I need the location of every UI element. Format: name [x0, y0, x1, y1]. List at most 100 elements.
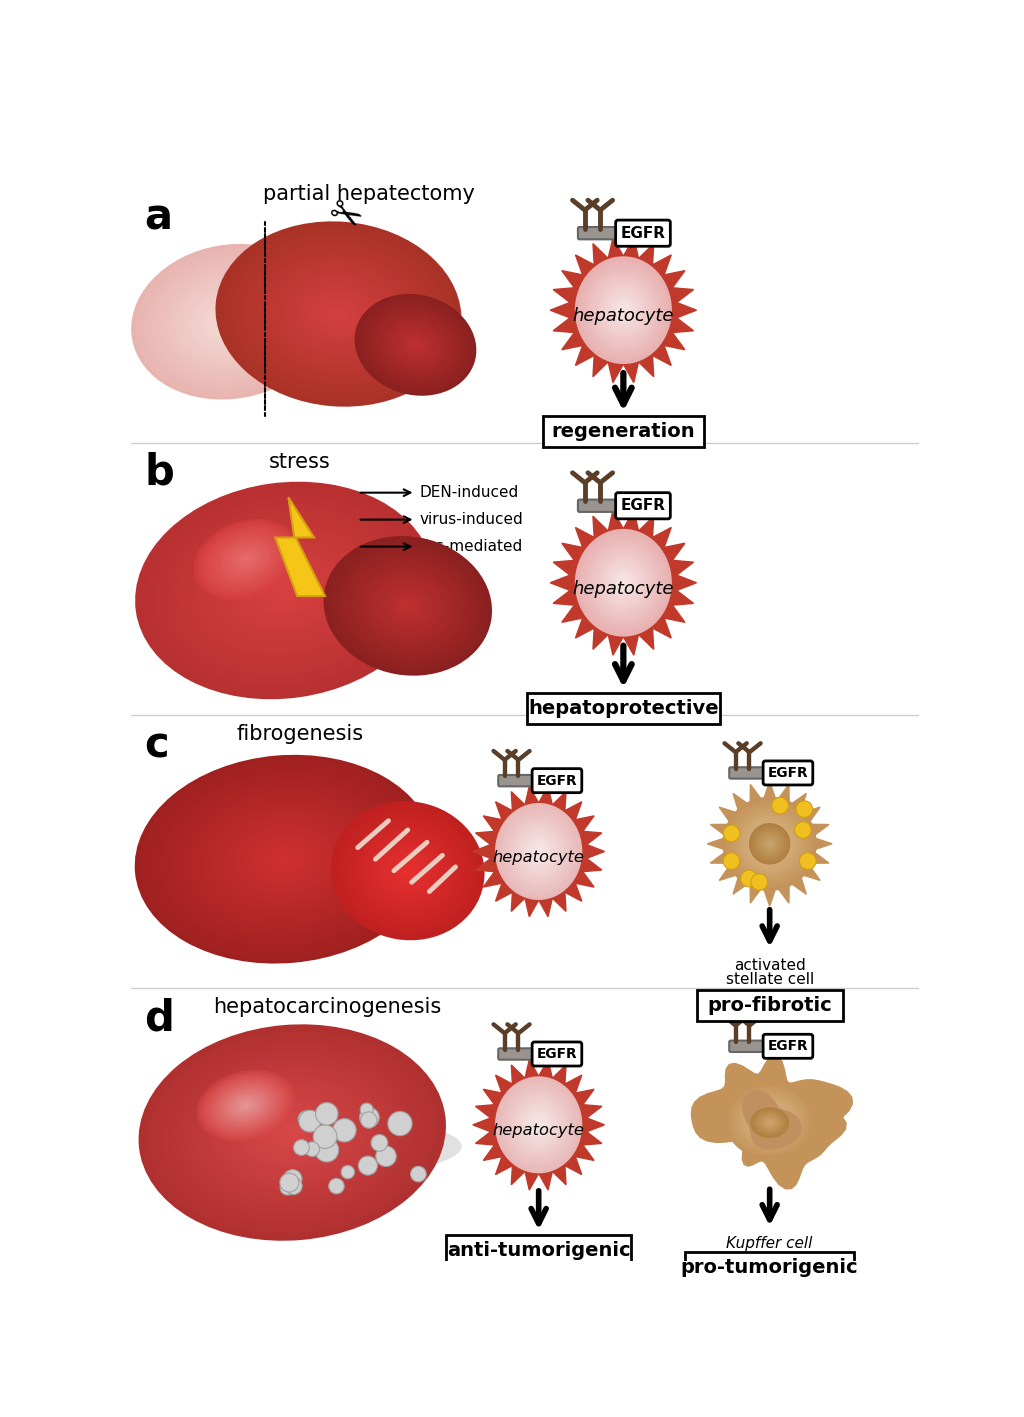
Polygon shape	[550, 238, 696, 383]
Ellipse shape	[506, 1088, 571, 1161]
Ellipse shape	[281, 271, 396, 357]
Ellipse shape	[256, 1107, 328, 1158]
Ellipse shape	[289, 276, 388, 351]
Polygon shape	[275, 497, 325, 597]
Ellipse shape	[220, 1087, 272, 1125]
Ellipse shape	[232, 1095, 259, 1115]
Ellipse shape	[251, 1104, 333, 1162]
Ellipse shape	[211, 306, 251, 337]
Ellipse shape	[354, 561, 462, 650]
Circle shape	[800, 853, 816, 870]
Ellipse shape	[744, 819, 795, 869]
Ellipse shape	[210, 1080, 283, 1132]
Polygon shape	[473, 1060, 604, 1190]
Ellipse shape	[144, 762, 424, 956]
Ellipse shape	[752, 1105, 787, 1136]
Circle shape	[360, 1112, 377, 1128]
Ellipse shape	[530, 1115, 548, 1135]
Ellipse shape	[212, 537, 357, 643]
Ellipse shape	[197, 1070, 295, 1142]
Ellipse shape	[229, 550, 340, 631]
Ellipse shape	[223, 1088, 269, 1122]
Ellipse shape	[751, 825, 788, 863]
Ellipse shape	[357, 296, 473, 393]
Ellipse shape	[179, 1053, 404, 1212]
Ellipse shape	[179, 282, 283, 363]
Text: Kupffer cell: Kupffer cell	[726, 1236, 813, 1251]
Polygon shape	[473, 786, 604, 917]
Ellipse shape	[160, 772, 410, 947]
FancyBboxPatch shape	[729, 767, 795, 779]
Ellipse shape	[352, 820, 463, 921]
Ellipse shape	[240, 828, 330, 890]
FancyBboxPatch shape	[763, 1034, 813, 1058]
Ellipse shape	[238, 557, 332, 625]
Ellipse shape	[183, 285, 279, 359]
Ellipse shape	[154, 1036, 430, 1230]
Ellipse shape	[242, 560, 328, 622]
Ellipse shape	[274, 852, 295, 866]
Ellipse shape	[157, 497, 413, 683]
Ellipse shape	[729, 803, 811, 884]
Ellipse shape	[199, 296, 262, 347]
Text: stress: stress	[269, 452, 331, 472]
Ellipse shape	[578, 531, 670, 633]
Circle shape	[285, 1178, 302, 1195]
Ellipse shape	[245, 832, 325, 887]
Ellipse shape	[512, 822, 565, 880]
Ellipse shape	[135, 755, 434, 964]
Ellipse shape	[153, 495, 417, 687]
Ellipse shape	[297, 283, 380, 344]
Circle shape	[388, 1111, 412, 1135]
Circle shape	[305, 1142, 319, 1156]
Ellipse shape	[504, 1085, 573, 1163]
Ellipse shape	[606, 564, 640, 602]
Ellipse shape	[764, 837, 776, 850]
Text: ✂: ✂	[321, 191, 369, 241]
Ellipse shape	[382, 317, 449, 373]
Ellipse shape	[574, 529, 672, 636]
Ellipse shape	[229, 1094, 262, 1118]
Ellipse shape	[527, 1112, 550, 1136]
Ellipse shape	[755, 1111, 784, 1134]
Ellipse shape	[226, 1091, 265, 1119]
Text: hepatocyte: hepatocyte	[493, 850, 585, 864]
Ellipse shape	[587, 543, 659, 623]
Ellipse shape	[767, 1121, 772, 1125]
Ellipse shape	[261, 1111, 323, 1155]
Polygon shape	[708, 781, 833, 905]
Ellipse shape	[148, 1032, 436, 1234]
Ellipse shape	[250, 835, 319, 884]
Text: DEN-induced: DEN-induced	[419, 485, 518, 500]
Ellipse shape	[169, 1115, 462, 1178]
Ellipse shape	[155, 262, 306, 381]
Text: d: d	[144, 998, 174, 1039]
Ellipse shape	[403, 334, 428, 356]
Polygon shape	[742, 1091, 801, 1149]
FancyBboxPatch shape	[543, 417, 705, 448]
Ellipse shape	[189, 794, 380, 925]
Ellipse shape	[766, 840, 774, 847]
Ellipse shape	[189, 1060, 394, 1204]
Ellipse shape	[365, 832, 451, 910]
Ellipse shape	[371, 837, 444, 904]
Text: a: a	[144, 197, 172, 239]
Circle shape	[329, 1179, 344, 1195]
Ellipse shape	[404, 604, 411, 609]
Ellipse shape	[758, 1111, 781, 1131]
Ellipse shape	[767, 840, 773, 847]
Ellipse shape	[527, 839, 550, 863]
Ellipse shape	[219, 312, 243, 332]
Ellipse shape	[618, 305, 628, 316]
Ellipse shape	[255, 568, 314, 612]
Ellipse shape	[413, 343, 419, 347]
FancyBboxPatch shape	[578, 227, 650, 239]
Ellipse shape	[392, 857, 423, 884]
Ellipse shape	[761, 836, 778, 852]
Ellipse shape	[218, 538, 274, 581]
Ellipse shape	[601, 286, 645, 334]
Ellipse shape	[753, 828, 786, 860]
Ellipse shape	[221, 541, 270, 578]
Circle shape	[315, 1102, 338, 1125]
Ellipse shape	[616, 302, 631, 319]
